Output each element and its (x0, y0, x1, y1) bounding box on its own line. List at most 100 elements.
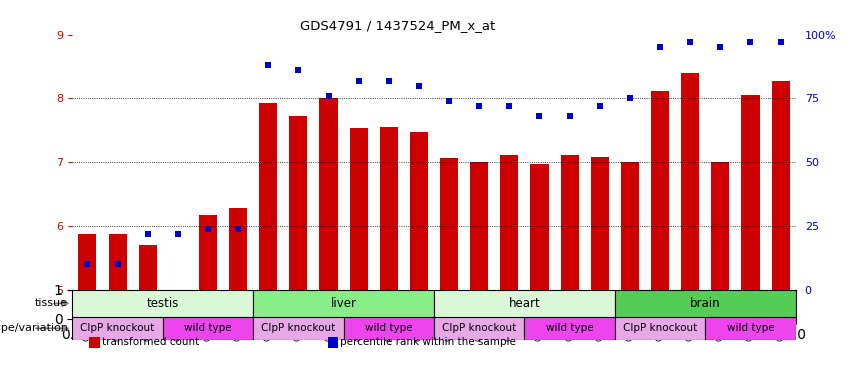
Point (81, 262, 94, 268)
Text: GSM988383: GSM988383 (505, 290, 514, 341)
Text: GSM988357: GSM988357 (83, 290, 92, 341)
Point (171, 231, 185, 237)
Point (683, 39, 697, 45)
Text: ClpP knockout: ClpP knockout (623, 323, 697, 333)
Point (322, 93, 335, 99)
Bar (139, 245, 157, 290)
Point (533, 113, 546, 119)
Bar (289, 116, 307, 290)
Text: brain: brain (690, 297, 721, 310)
Point (141, 231, 155, 237)
Bar (705, 317, 796, 340)
Bar (344, 317, 434, 340)
Point (412, 83, 426, 89)
Bar (78, 234, 96, 290)
Bar (711, 162, 729, 290)
Bar (72, 290, 254, 317)
Text: tissue: tissue (35, 298, 68, 308)
Bar (591, 157, 608, 290)
Bar (470, 162, 488, 290)
Point (503, 103, 517, 109)
Text: GSM988379: GSM988379 (746, 290, 755, 341)
Text: GSM988378: GSM988378 (716, 290, 725, 341)
Text: transformed count: transformed count (102, 337, 199, 347)
Bar (561, 155, 579, 290)
Point (563, 113, 576, 119)
Bar (229, 208, 247, 290)
Text: GSM988381: GSM988381 (444, 290, 454, 341)
Bar (651, 91, 669, 290)
Point (231, 225, 245, 232)
Text: GSM988384: GSM988384 (535, 290, 544, 341)
Point (472, 103, 486, 109)
Text: GSM988385: GSM988385 (565, 290, 574, 341)
Point (744, 39, 757, 45)
Text: GSM988382: GSM988382 (475, 290, 483, 341)
Bar (380, 127, 397, 290)
Bar (319, 98, 338, 290)
Bar (772, 81, 790, 290)
Bar (681, 73, 700, 290)
Text: GSM988367: GSM988367 (385, 290, 393, 341)
Bar (254, 290, 434, 317)
Point (351, 78, 365, 84)
Text: GSM988358: GSM988358 (113, 290, 122, 341)
Text: GSM988364: GSM988364 (294, 290, 303, 341)
Text: GSM988365: GSM988365 (324, 290, 333, 341)
Bar (109, 234, 127, 290)
Point (111, 262, 124, 268)
Text: percentile rank within the sample: percentile rank within the sample (340, 337, 517, 347)
Bar (434, 290, 614, 317)
Text: GSM988376: GSM988376 (655, 290, 665, 341)
Text: GSM988380: GSM988380 (776, 290, 785, 341)
Text: GSM988368: GSM988368 (414, 290, 424, 341)
Bar (199, 215, 217, 290)
Point (292, 67, 306, 73)
Text: GSM988377: GSM988377 (686, 290, 694, 341)
Bar (614, 317, 705, 340)
Text: wild type: wild type (365, 323, 413, 333)
Bar (524, 317, 614, 340)
Bar (530, 164, 549, 290)
Text: heart: heart (509, 297, 540, 310)
Text: wild type: wild type (184, 323, 231, 333)
Point (261, 62, 275, 68)
Point (654, 44, 667, 50)
Text: wild type: wild type (727, 323, 774, 333)
Text: GSM988363: GSM988363 (264, 290, 272, 341)
Text: GSM988360: GSM988360 (174, 290, 182, 341)
Point (382, 78, 396, 84)
Point (623, 95, 637, 101)
Bar (500, 155, 518, 290)
Point (593, 103, 607, 109)
Text: wild type: wild type (545, 323, 593, 333)
Point (713, 44, 727, 50)
Bar (614, 290, 796, 317)
Bar (72, 317, 163, 340)
Bar (260, 103, 277, 290)
Text: liver: liver (330, 297, 357, 310)
Bar (410, 132, 428, 290)
Bar (254, 317, 344, 340)
Bar (434, 317, 524, 340)
Text: testis: testis (146, 297, 179, 310)
Text: GSM988386: GSM988386 (596, 290, 604, 341)
Bar (741, 95, 759, 290)
Text: ClpP knockout: ClpP knockout (261, 323, 335, 333)
Bar (621, 162, 639, 290)
Text: GSM988375: GSM988375 (625, 290, 634, 341)
Point (201, 225, 214, 232)
Title: GDS4791 / 1437524_PM_x_at: GDS4791 / 1437524_PM_x_at (300, 19, 495, 32)
Text: GSM988362: GSM988362 (234, 290, 243, 341)
Bar (440, 158, 458, 290)
Text: ClpP knockout: ClpP knockout (80, 323, 155, 333)
Point (443, 98, 456, 104)
Point (774, 39, 787, 45)
Text: GSM988366: GSM988366 (354, 290, 363, 341)
Text: genotype/variation: genotype/variation (0, 323, 68, 333)
Text: GSM988359: GSM988359 (143, 290, 152, 341)
Text: ClpP knockout: ClpP knockout (442, 323, 517, 333)
Bar (350, 128, 368, 290)
Bar (163, 317, 254, 340)
Text: GSM988361: GSM988361 (203, 290, 213, 341)
